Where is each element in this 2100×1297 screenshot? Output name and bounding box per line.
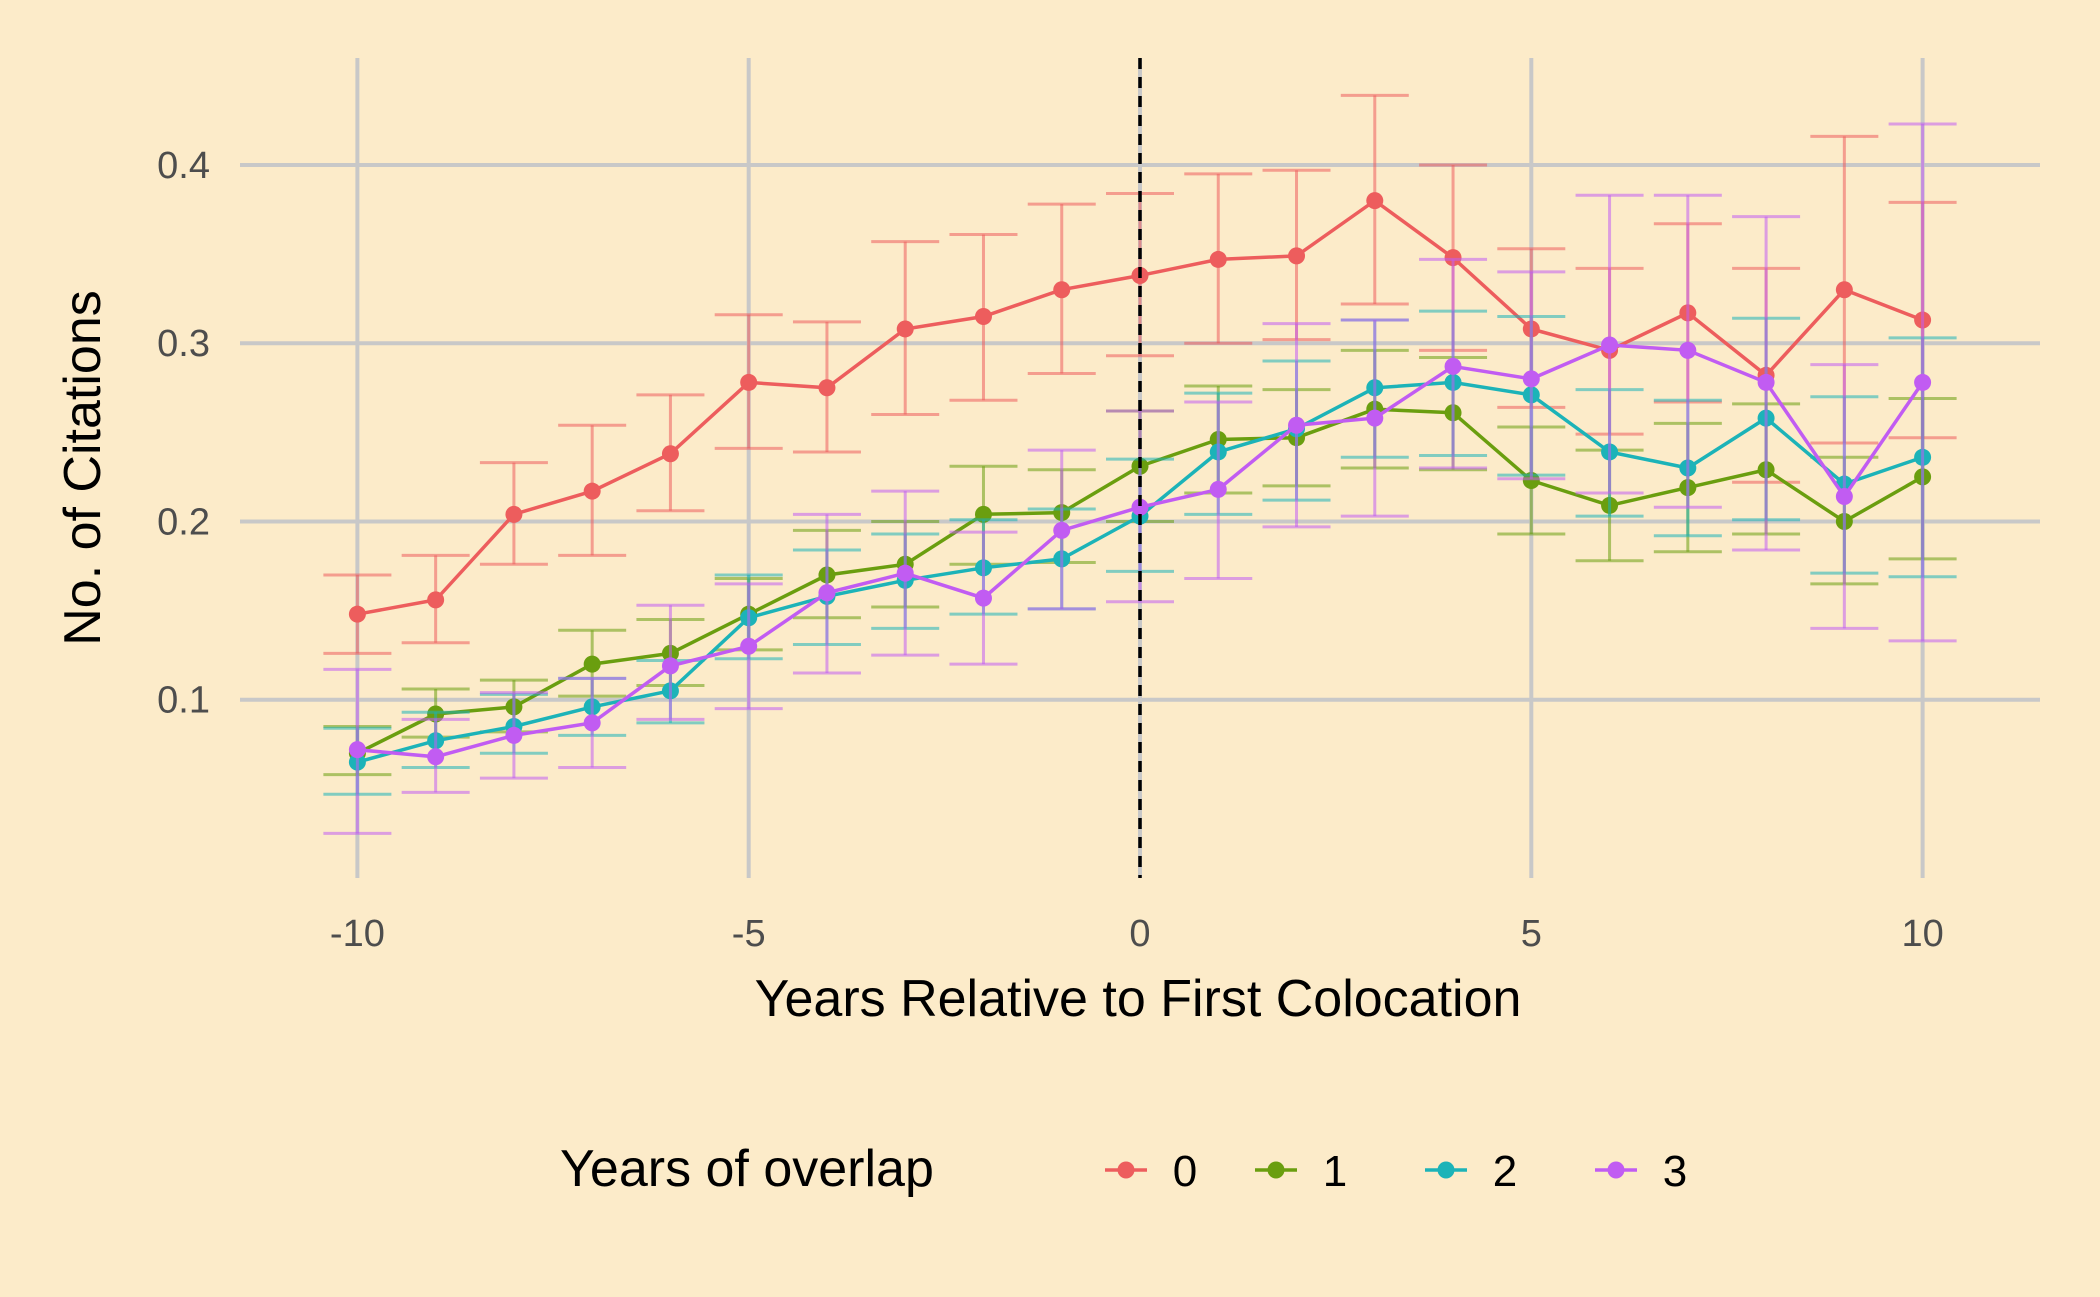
data-point (427, 591, 445, 609)
data-point (1288, 247, 1306, 265)
data-point (1131, 498, 1149, 516)
y-tick-label: 0.3 (157, 323, 210, 365)
data-point (583, 655, 601, 673)
data-point (1209, 250, 1227, 268)
data-point (974, 589, 992, 607)
data-point (1679, 341, 1697, 359)
data-point (818, 584, 836, 602)
legend-label: 2 (1493, 1147, 1517, 1196)
data-point (583, 714, 601, 732)
data-point (974, 307, 992, 325)
data-point (896, 320, 914, 338)
y-axis: 0.1 0.2 0.3 0.4 (157, 145, 210, 722)
x-axis: -10 -5 0 5 10 (330, 913, 1944, 955)
legend: Years of overlap 0 1 2 3 (560, 1140, 1687, 1198)
x-tick-label: 10 (1901, 913, 1943, 955)
x-tick-label: -10 (330, 913, 385, 955)
data-point (1444, 357, 1462, 375)
data-point (505, 726, 523, 744)
data-point (1366, 409, 1384, 427)
data-point (1288, 416, 1306, 434)
data-point (1522, 370, 1540, 388)
y-tick-label: 0.4 (157, 145, 210, 187)
data-point (740, 637, 758, 655)
data-point (1835, 281, 1853, 299)
data-point (1053, 281, 1071, 299)
data-point (348, 741, 366, 759)
x-tick-label: 0 (1129, 913, 1150, 955)
x-axis-title: Years Relative to First Colocation (755, 970, 1522, 1028)
plot-area (323, 93, 1957, 835)
y-axis-title: No. of Citations (54, 290, 112, 646)
data-point (661, 445, 679, 463)
legend-label: 0 (1173, 1147, 1197, 1196)
series-3 (323, 122, 1957, 835)
data-point (1914, 373, 1932, 391)
legend-key-point (1267, 1161, 1285, 1179)
y-tick-label: 0.1 (157, 680, 210, 722)
x-tick-label: -5 (732, 913, 766, 955)
legend-title: Years of overlap (560, 1140, 934, 1198)
data-point (348, 605, 366, 623)
data-point (1835, 488, 1853, 506)
y-tick-label: 0.2 (157, 501, 210, 543)
legend-key-point (1117, 1161, 1135, 1179)
legend-label: 3 (1663, 1147, 1687, 1196)
data-point (1209, 480, 1227, 498)
data-point (505, 505, 523, 523)
data-point (1053, 521, 1071, 539)
data-point (427, 748, 445, 766)
x-tick-label: 5 (1521, 913, 1542, 955)
data-point (1601, 336, 1619, 354)
legend-key-point (1437, 1161, 1455, 1179)
data-point (896, 564, 914, 582)
data-point (1757, 373, 1775, 391)
data-point (1444, 249, 1462, 267)
data-point (818, 379, 836, 397)
legend-key-point (1607, 1161, 1625, 1179)
data-point (1366, 192, 1384, 210)
data-point (583, 482, 601, 500)
legend-label: 1 (1323, 1147, 1347, 1196)
data-point (740, 373, 758, 391)
data-point (661, 657, 679, 675)
